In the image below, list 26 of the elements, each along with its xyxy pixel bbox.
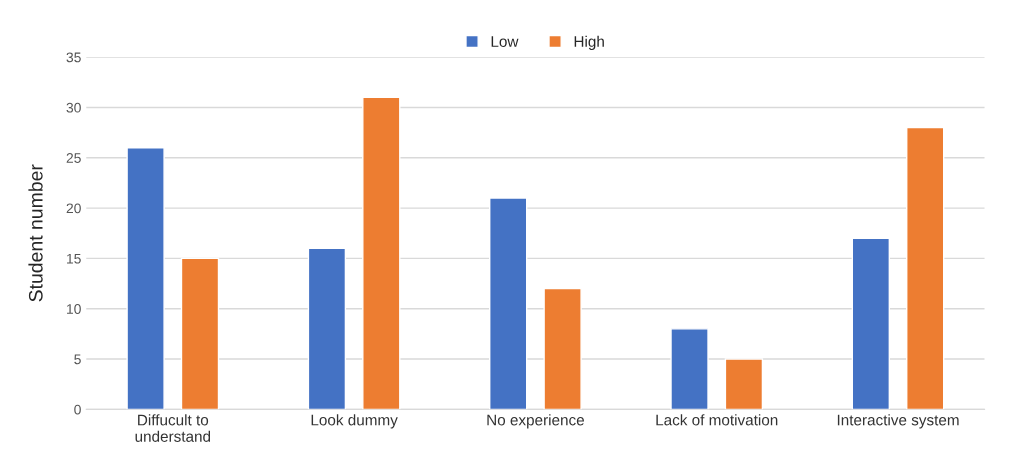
y-tick-label: 10	[67, 304, 81, 314]
bar	[307, 247, 347, 410]
bar	[670, 328, 709, 410]
y-axis-title: Student number	[28, 164, 43, 302]
legend-label: Low	[491, 36, 519, 47]
y-tick-label: 15	[67, 253, 81, 264]
x-tick-label: No experience	[487, 414, 584, 429]
y-tick-label: 25	[66, 153, 81, 163]
x-tick-label: Look dummy	[311, 414, 398, 429]
bar	[724, 358, 764, 410]
x-tick-label: Lack of motivation	[656, 414, 778, 426]
y-tick-label: 5	[74, 354, 81, 365]
bar	[906, 126, 945, 410]
bar	[126, 147, 165, 410]
y-tick-label: 0	[74, 404, 81, 415]
bar	[180, 257, 220, 410]
bar	[851, 237, 891, 410]
bar	[543, 287, 582, 410]
y-tick-label: 30	[66, 102, 81, 113]
x-tick-label: Diffucult to understand	[135, 414, 211, 442]
y-tick-label: 35	[66, 52, 81, 63]
bar	[489, 197, 528, 410]
legend-label: High	[574, 35, 604, 50]
bar	[362, 96, 401, 410]
x-tick-label: Interactive system	[837, 414, 959, 429]
y-tick-label: 20	[66, 203, 81, 214]
